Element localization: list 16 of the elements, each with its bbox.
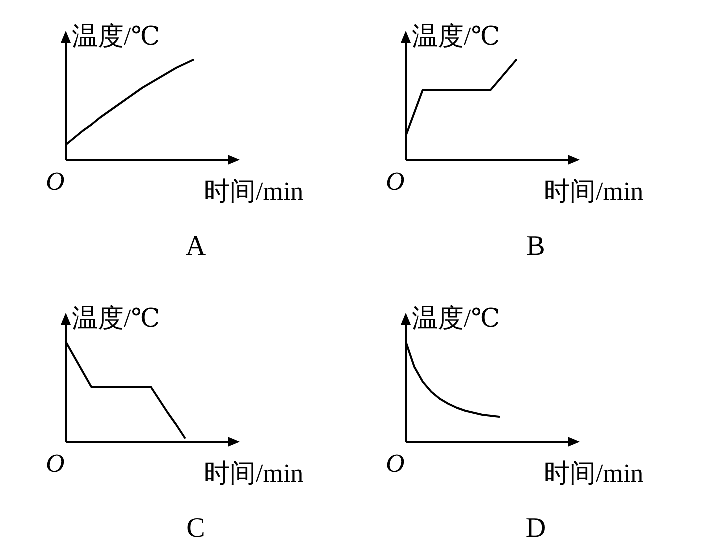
y-axis-title: 温度/℃ — [72, 304, 160, 333]
x-axis-title: 时间/min — [204, 177, 304, 206]
text: O — [46, 167, 65, 196]
x-axis-title: 时间/min — [544, 177, 644, 206]
text: D — [526, 513, 546, 544]
text: O — [386, 449, 405, 478]
x-axis-title: 时间/min — [204, 459, 304, 488]
text: B — [526, 231, 546, 262]
y-axis-title: 温度/℃ — [412, 304, 500, 333]
text: O — [386, 167, 405, 196]
text: A — [186, 231, 207, 262]
y-axis-title: 温度/℃ — [72, 22, 160, 51]
x-axis-title: 时间/min — [544, 459, 644, 488]
text: O — [46, 449, 65, 478]
y-axis-title: 温度/℃ — [412, 22, 500, 51]
text: C — [186, 513, 206, 544]
